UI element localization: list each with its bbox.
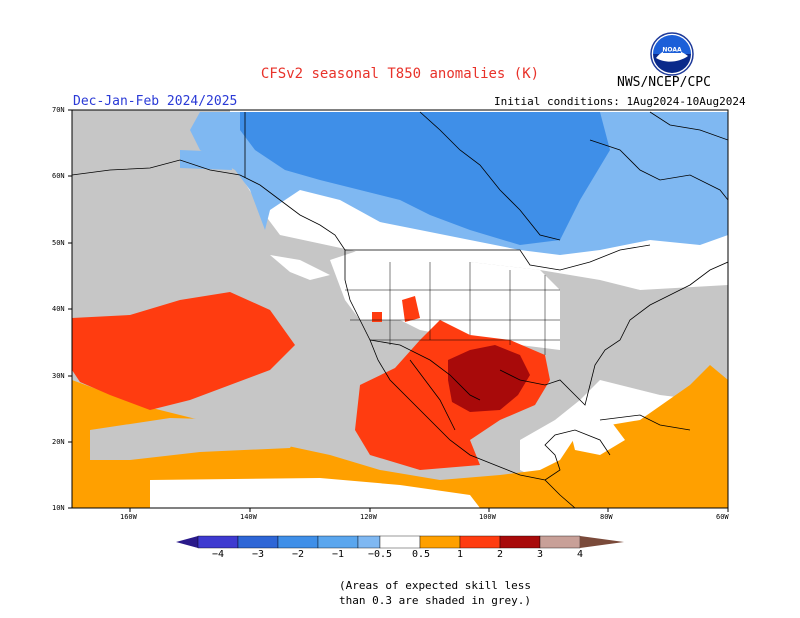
initial-conditions: Initial conditions: 1Aug2024-10Aug2024 <box>494 95 746 108</box>
cold-anomaly-alaska-patch <box>180 150 232 170</box>
colorbar-swatch <box>197 535 239 549</box>
warm-anomaly-patch-nevada <box>372 312 382 322</box>
svg-text:NOAA: NOAA <box>662 47 682 54</box>
neutral-conus-region <box>330 250 560 350</box>
lat-label: 10N <box>52 504 65 512</box>
skill-note-line: (Areas of expected skill less <box>338 579 532 592</box>
neutral-cuba-patch <box>570 420 625 455</box>
colorbar-label: 4 <box>577 549 584 560</box>
lat-label: 50N <box>52 239 65 247</box>
low-skill-east-region <box>560 280 728 365</box>
colorbar-swatch <box>317 535 359 549</box>
colorbar-label: −1 <box>332 549 345 560</box>
skill-note: (Areas of expected skill less than 0.3 a… <box>0 578 800 608</box>
noaa-logo: NOAA <box>650 32 694 76</box>
colorbar-swatch <box>419 535 461 549</box>
colorbar-swatch <box>357 535 381 549</box>
colorbar-swatch <box>539 535 581 549</box>
colorbar-arrow-high <box>580 536 624 548</box>
cold-anomaly-medium <box>240 112 610 245</box>
state-borders <box>345 262 560 355</box>
low-skill-pacific-south <box>90 418 300 460</box>
neutral-equatorial-patch <box>150 478 480 508</box>
lat-label: 20N <box>52 438 65 446</box>
neutral-pacific-patch <box>270 255 330 280</box>
colorbar-swatch <box>237 535 279 549</box>
colorbar-label: −0.5 <box>368 549 393 560</box>
forecast-period: Dec-Jan-Feb 2024/2025 <box>73 94 238 109</box>
colorbar-label: 1 <box>457 549 464 560</box>
skill-note-line: than 0.3 are shaded in grey.) <box>338 594 532 607</box>
lon-label: 80W <box>600 513 613 521</box>
lat-label: 40N <box>52 305 65 313</box>
colorbar-label: 3 <box>537 549 544 560</box>
map-title: CFSv2 seasonal T850 anomalies (K) <box>260 66 540 82</box>
colorbar-swatch <box>277 535 319 549</box>
warm-anomaly-south <box>72 365 728 508</box>
colorbar-swatch <box>379 535 421 549</box>
coastlines <box>72 111 728 508</box>
lon-label: 100W <box>479 513 496 521</box>
colorbar-swatch <box>459 535 501 549</box>
lat-label: 30N <box>52 372 65 380</box>
colorbar-label: 0.5 <box>412 549 431 560</box>
colorbar-label: −2 <box>292 549 305 560</box>
lat-label: 60N <box>52 172 65 180</box>
lat-label: 70N <box>52 106 65 114</box>
warm-anomaly-patch-utah <box>402 296 420 322</box>
colorbar-label: 2 <box>497 549 504 560</box>
strong-warm-core <box>448 345 530 412</box>
lon-label: 160W <box>120 513 137 521</box>
agency-label: NWS/NCEP/CPC <box>617 75 711 90</box>
lon-label: 120W <box>360 513 377 521</box>
colorbar-arrow-low <box>176 536 198 548</box>
colorbar-label: −3 <box>252 549 265 560</box>
lon-label: 60W <box>716 513 729 521</box>
lon-label: 140W <box>240 513 257 521</box>
warm-anomaly-pacific <box>72 292 295 410</box>
colorbar-swatch <box>499 535 541 549</box>
colorbar-label: −4 <box>212 549 225 560</box>
